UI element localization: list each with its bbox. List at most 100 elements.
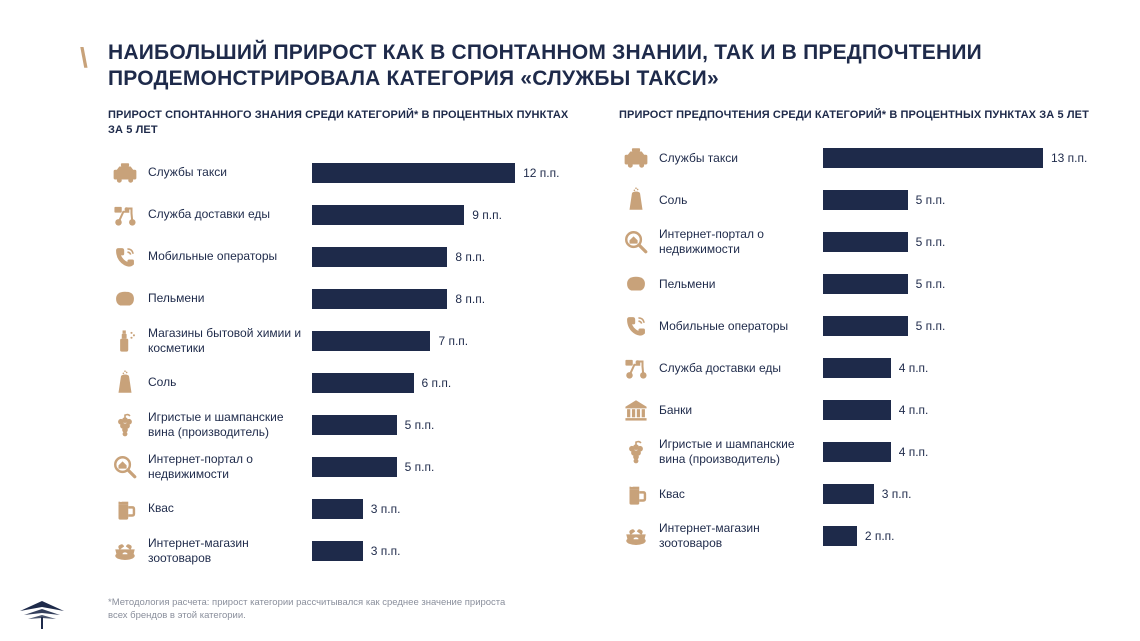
bar-value: 5 п.п.: [908, 193, 946, 207]
right-subtitle: ПРИРОСТ ПРЕДПОЧТЕНИЯ СРЕДИ КАТЕГОРИЙ* В …: [619, 108, 1090, 123]
bar-value: 5 п.п.: [908, 235, 946, 249]
chart-row: Службы такси13 п.п.: [619, 137, 1090, 179]
chart-row: Интернет-портал о недвижимости 5 п.п.: [619, 221, 1090, 263]
row-label: Игристые и шампанские вина (производител…: [142, 410, 312, 439]
bar-value: 7 п.п.: [430, 334, 468, 348]
title-slash-decoration: \: [80, 42, 90, 80]
phone-icon: [108, 244, 142, 270]
petshop-icon: [108, 538, 142, 564]
bar-container: 13 п.п.: [823, 148, 1090, 168]
row-label: Магазины бытовой химии и косметики: [142, 326, 312, 355]
bar: [823, 358, 891, 378]
taxi-icon: [619, 145, 653, 171]
bar: [312, 373, 414, 393]
row-label: Интернет-магазин зоотоваров: [142, 536, 312, 565]
pelmeni-icon: [108, 286, 142, 312]
bar-value: 3 п.п.: [363, 502, 401, 516]
bar-container: 12 п.п.: [312, 163, 579, 183]
bar: [823, 232, 908, 252]
row-label: Служба доставки еды: [653, 361, 823, 375]
bar-value: 4 п.п.: [891, 403, 929, 417]
row-label: Банки: [653, 403, 823, 417]
left-chart: ПРИРОСТ СПОНТАННОГО ЗНАНИЯ СРЕДИ КАТЕГОР…: [108, 108, 579, 572]
salt-icon: [619, 187, 653, 213]
row-label: Мобильные операторы: [653, 319, 823, 333]
bar-container: 3 п.п.: [312, 541, 579, 561]
bar-value: 8 п.п.: [447, 292, 485, 306]
footnote: *Методология расчета: прирост категории …: [108, 597, 508, 623]
bar-container: 4 п.п.: [823, 400, 1090, 420]
chart-row: Служба доставки еды 4 п.п.: [619, 347, 1090, 389]
bar-container: 5 п.п.: [823, 316, 1090, 336]
kvass-icon: [108, 496, 142, 522]
bar-container: 6 п.п.: [312, 373, 579, 393]
row-label: Интернет-магазин зоотоваров: [653, 521, 823, 550]
left-subtitle: ПРИРОСТ СПОНТАННОГО ЗНАНИЯ СРЕДИ КАТЕГОР…: [108, 108, 579, 138]
row-label: Пельмени: [653, 277, 823, 291]
bar: [312, 499, 363, 519]
bar-container: 3 п.п.: [312, 499, 579, 519]
bar-value: 5 п.п.: [397, 460, 435, 474]
bar-container: 2 п.п.: [823, 526, 1090, 546]
bar-value: 3 п.п.: [363, 544, 401, 558]
bar-value: 4 п.п.: [891, 361, 929, 375]
bar-container: 5 п.п.: [312, 415, 579, 435]
left-rows: Службы такси12 п.п.Служба доставки еды9 …: [108, 152, 579, 572]
chart-row: Мобильные операторы 5 п.п.: [619, 305, 1090, 347]
grapes-icon: [108, 412, 142, 438]
row-label: Мобильные операторы: [142, 249, 312, 263]
grapes-icon: [619, 439, 653, 465]
bar: [312, 541, 363, 561]
chart-row: Интернет-портал о недвижимости 5 п.п.: [108, 446, 579, 488]
bar-container: 5 п.п.: [823, 232, 1090, 252]
row-label: Пельмени: [142, 291, 312, 305]
pelmeni-icon: [619, 271, 653, 297]
bar-value: 5 п.п.: [908, 277, 946, 291]
chart-row: Магазины бытовой химии и косметики 7 п.п.: [108, 320, 579, 362]
bar-container: 5 п.п.: [823, 190, 1090, 210]
row-label: Службы такси: [142, 165, 312, 179]
bar: [823, 316, 908, 336]
row-label: Службы такси: [653, 151, 823, 165]
bar: [823, 442, 891, 462]
bar: [312, 205, 464, 225]
chart-row: Пельмени 8 п.п.: [108, 278, 579, 320]
chart-row: Игристые и шампанские вина (производител…: [108, 404, 579, 446]
taxi-icon: [108, 160, 142, 186]
chart-row: Интернет-магазин зоотоваров2 п.п.: [619, 515, 1090, 557]
salt-icon: [108, 370, 142, 396]
bar: [823, 400, 891, 420]
realty-icon: [619, 229, 653, 255]
bar-container: 5 п.п.: [823, 274, 1090, 294]
chart-row: Служба доставки еды9 п.п.: [108, 194, 579, 236]
chart-row: Банки 4 п.п.: [619, 389, 1090, 431]
row-label: Соль: [142, 375, 312, 389]
realty-icon: [108, 454, 142, 480]
bar-value: 5 п.п.: [397, 418, 435, 432]
bar-container: 8 п.п.: [312, 247, 579, 267]
chart-row: Мобильные операторы 8 п.п.: [108, 236, 579, 278]
row-label: Квас: [653, 487, 823, 501]
chart-row: Службы такси12 п.п.: [108, 152, 579, 194]
bar-value: 5 п.п.: [908, 319, 946, 333]
chart-row: Пельмени 5 п.п.: [619, 263, 1090, 305]
chart-row: Интернет-магазин зоотоваров 3 п.п.: [108, 530, 579, 572]
right-rows: Службы такси13 п.п.Соль5 п.п.Интернет-по…: [619, 137, 1090, 557]
bar-container: 3 п.п.: [823, 484, 1090, 504]
spray-icon: [108, 328, 142, 354]
petshop-icon: [619, 523, 653, 549]
bank-icon: [619, 397, 653, 423]
delivery-icon: [619, 355, 653, 381]
bar-container: 9 п.п.: [312, 205, 579, 225]
bar-value: 6 п.п.: [414, 376, 452, 390]
charts-container: ПРИРОСТ СПОНТАННОГО ЗНАНИЯ СРЕДИ КАТЕГОР…: [108, 108, 1090, 572]
row-label: Интернет-портал о недвижимости: [142, 452, 312, 481]
row-label: Интернет-портал о недвижимости: [653, 227, 823, 256]
phone-icon: [619, 313, 653, 339]
bar-container: 4 п.п.: [823, 358, 1090, 378]
bar: [312, 457, 397, 477]
chart-row: Квас3 п.п.: [619, 473, 1090, 515]
bar-value: 8 п.п.: [447, 250, 485, 264]
bar: [823, 148, 1043, 168]
bar-container: 5 п.п.: [312, 457, 579, 477]
